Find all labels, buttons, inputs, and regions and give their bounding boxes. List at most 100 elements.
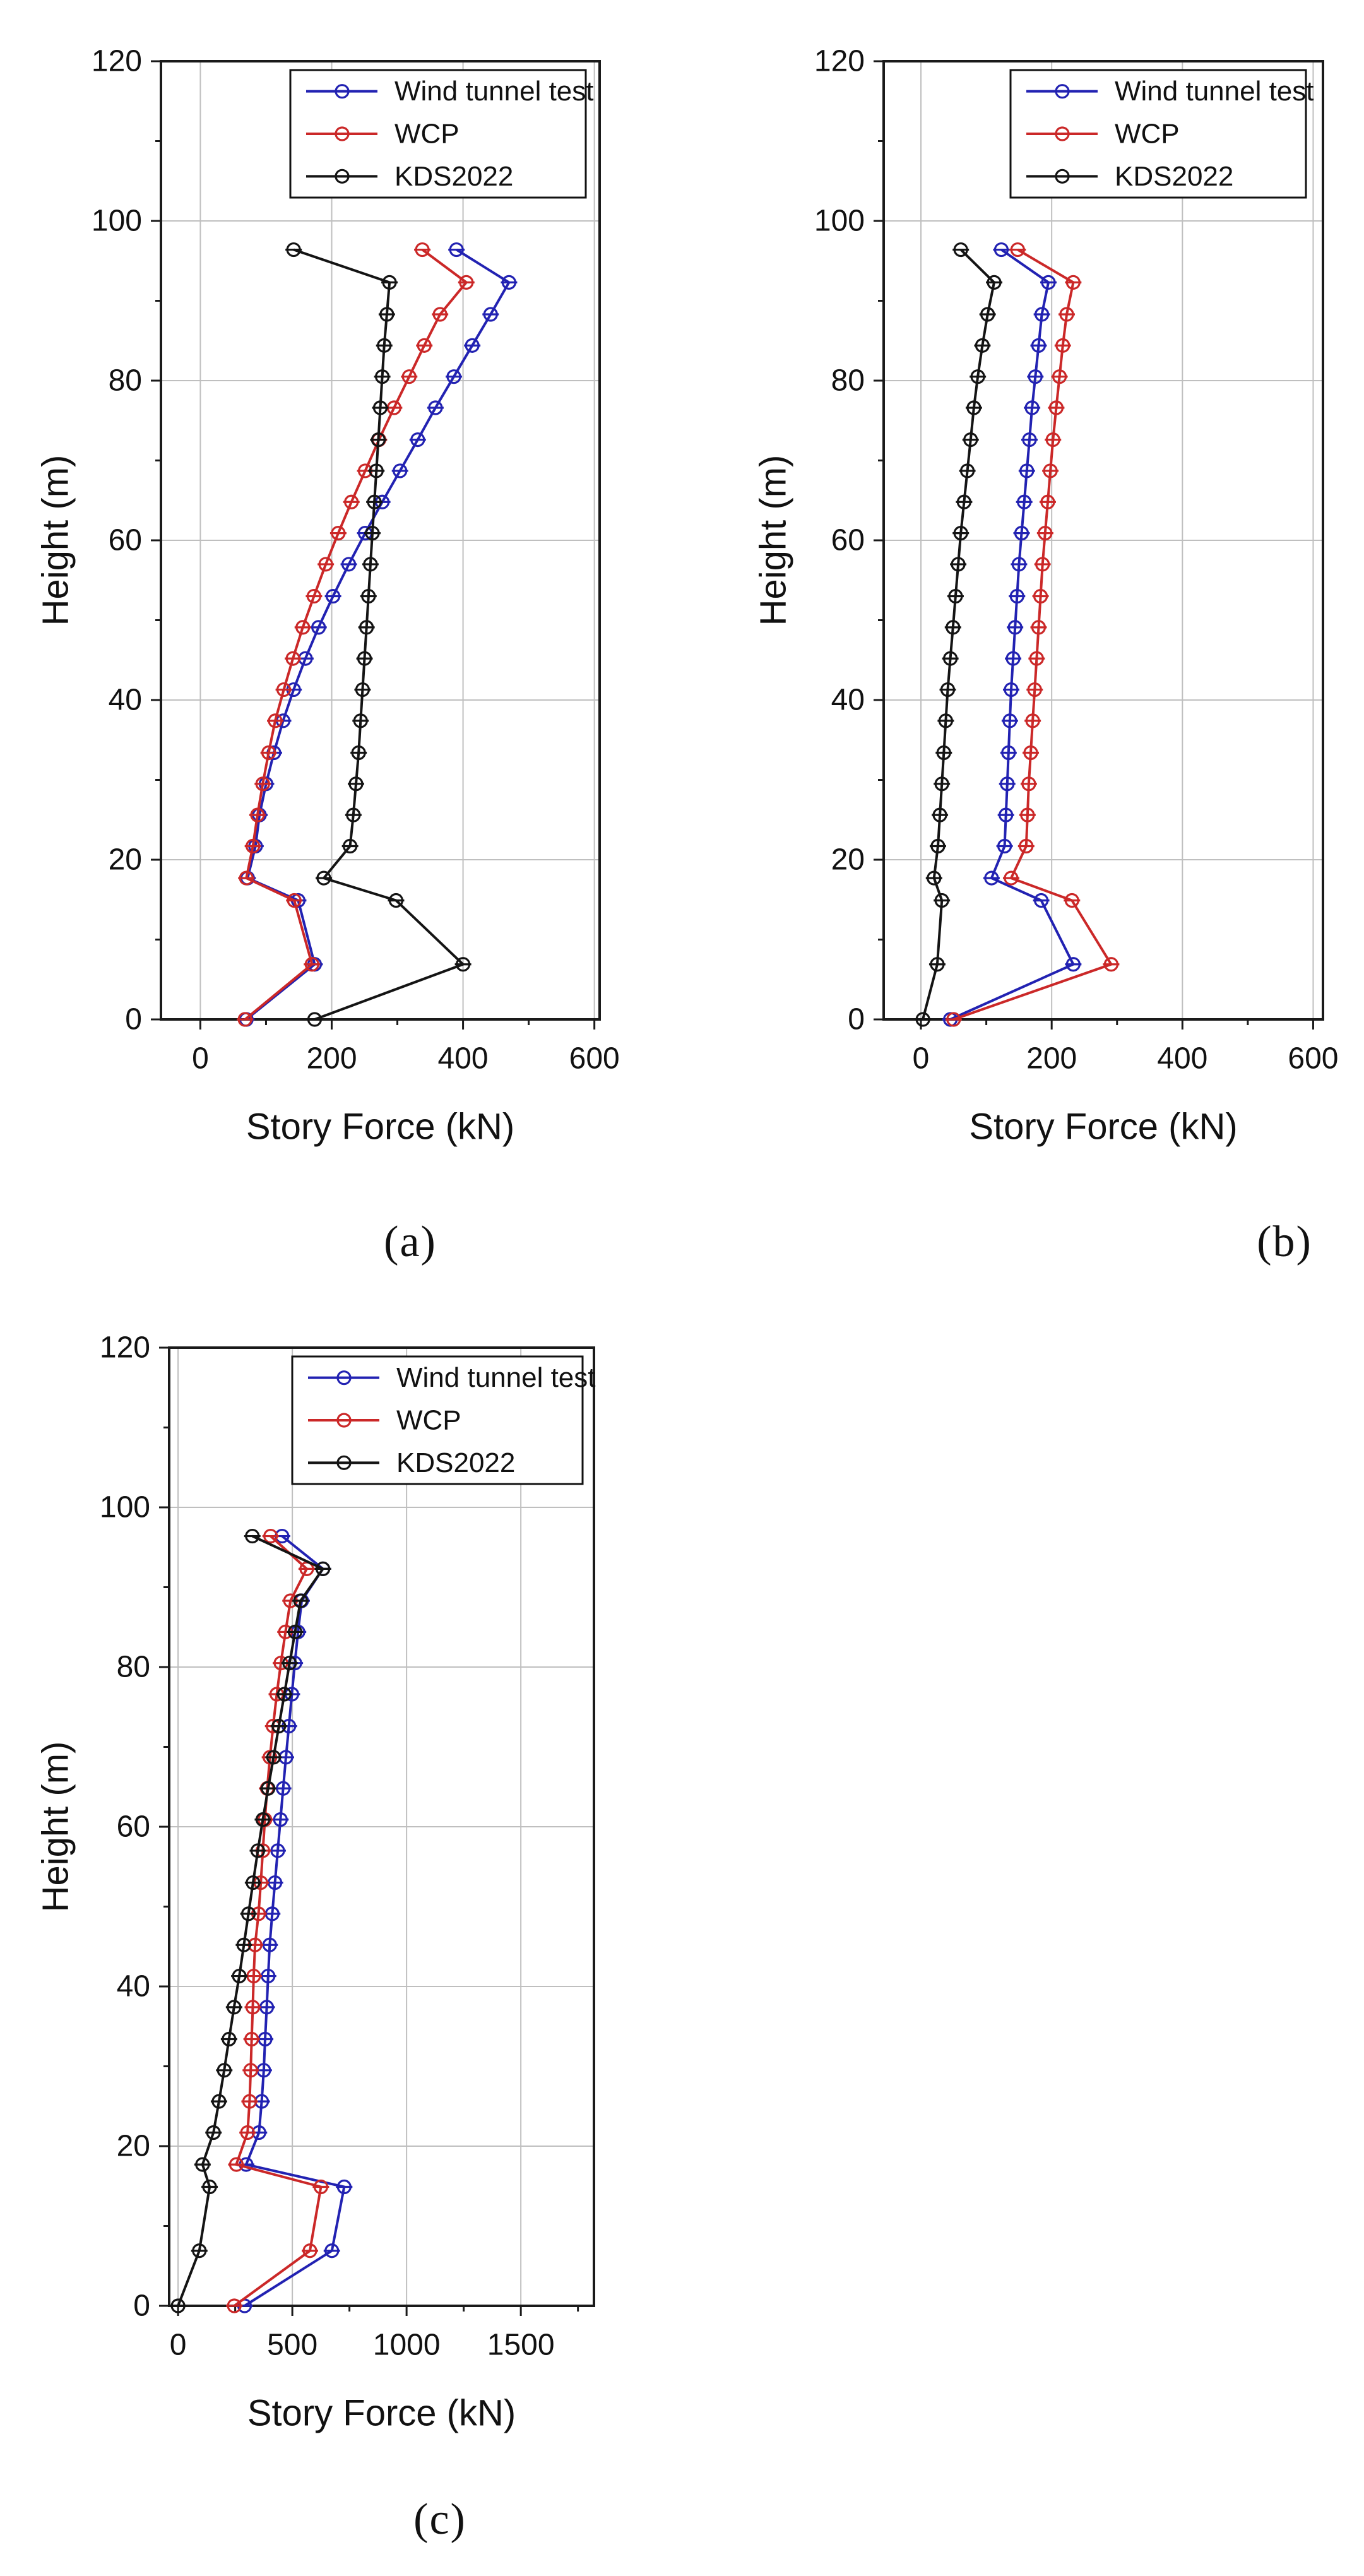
marker [377, 338, 392, 353]
marker [943, 651, 958, 666]
marker [951, 557, 966, 572]
marker [401, 369, 417, 384]
marker [465, 338, 480, 353]
series-line [949, 248, 1075, 1021]
marker [192, 2243, 207, 2258]
marker [250, 807, 265, 822]
legend-marker [335, 169, 350, 184]
marker [1043, 463, 1058, 478]
y-tick-label: 20 [109, 843, 142, 877]
marker [245, 2000, 261, 2015]
marker [997, 838, 1012, 854]
marker [369, 463, 384, 478]
marker [304, 957, 319, 972]
marker [206, 2125, 221, 2140]
marker [282, 1656, 297, 1671]
legend-entry: WCP [308, 1405, 461, 1436]
marker [1027, 682, 1042, 697]
marker [313, 2179, 328, 2195]
y-tick-label: 80 [831, 364, 865, 398]
marker [1000, 776, 1015, 792]
marker [1014, 526, 1029, 541]
marker [371, 432, 386, 448]
marker [993, 242, 1009, 258]
marker [307, 1012, 323, 1027]
marker [1019, 838, 1034, 854]
marker [1019, 463, 1035, 478]
legend-label: KDS2022 [1115, 161, 1233, 192]
caption-b: (b) [1257, 1218, 1312, 1266]
marker [270, 1843, 285, 1858]
marker [216, 2063, 232, 2078]
marker [953, 526, 968, 541]
marker [375, 369, 390, 384]
legend-label: Wind tunnel test [394, 76, 594, 107]
marker [250, 1843, 266, 1858]
marker [316, 870, 331, 886]
marker [1004, 682, 1019, 697]
legend-marker [335, 126, 350, 141]
marker [286, 242, 301, 258]
marker [170, 2298, 186, 2313]
marker [306, 588, 322, 604]
marker [240, 2125, 255, 2140]
marker [1059, 307, 1074, 322]
marker [353, 713, 368, 728]
marker [1065, 275, 1081, 290]
marker [363, 557, 378, 572]
legend-marker [335, 84, 350, 99]
marker [428, 400, 443, 415]
x-tick-label: 0 [192, 1042, 209, 1076]
marker [237, 1012, 252, 1027]
y-tick-label: 0 [125, 1003, 142, 1036]
marker [1064, 893, 1079, 908]
marker [227, 2298, 242, 2313]
y-axis-title: Height (m) [753, 455, 794, 626]
marker [276, 1687, 292, 1702]
y-tick-label: 40 [117, 1970, 150, 2003]
marker [455, 957, 471, 972]
marker [365, 526, 380, 541]
legend-marker [1055, 126, 1070, 141]
legend-entry: KDS2022 [308, 1447, 515, 1478]
marker [1002, 713, 1017, 728]
x-tick-label: 0 [170, 2329, 187, 2362]
marker [948, 588, 963, 604]
marker [1038, 526, 1053, 541]
series-wcp [945, 242, 1120, 1027]
x-tick-label: 600 [1288, 1042, 1338, 1076]
y-axis-title: Height (m) [35, 1742, 76, 1913]
y-tick-label: 120 [92, 45, 142, 78]
marker [357, 651, 372, 666]
marker [999, 807, 1014, 822]
legend-marker [336, 1413, 352, 1428]
marker [966, 400, 981, 415]
marker [1021, 776, 1036, 792]
marker [266, 1750, 282, 1765]
marker [1011, 557, 1026, 572]
marker [975, 338, 990, 353]
marker [367, 494, 382, 509]
x-axis-title: Story Force (kN) [247, 2393, 516, 2434]
marker [211, 2094, 227, 2109]
marker [343, 838, 358, 854]
marker [953, 242, 968, 258]
marker [932, 807, 947, 822]
marker [1035, 307, 1050, 322]
x-tick-label: 600 [569, 1042, 620, 1076]
marker [927, 870, 942, 886]
legend-entry: Wind tunnel test [1026, 76, 1314, 107]
marker [459, 275, 474, 290]
marker [324, 2243, 340, 2258]
marker [946, 620, 961, 635]
marker [946, 1012, 961, 1027]
y-tick-label: 0 [848, 1003, 865, 1036]
legend-label: WCP [396, 1405, 461, 1436]
y-tick-label: 120 [100, 1331, 150, 1365]
x-tick-label: 1000 [373, 2329, 441, 2362]
marker [980, 307, 995, 322]
marker [501, 275, 517, 290]
marker [195, 2157, 210, 2172]
legend: Wind tunnel test WCP KDS2022 [1009, 69, 1314, 199]
marker [261, 745, 276, 761]
